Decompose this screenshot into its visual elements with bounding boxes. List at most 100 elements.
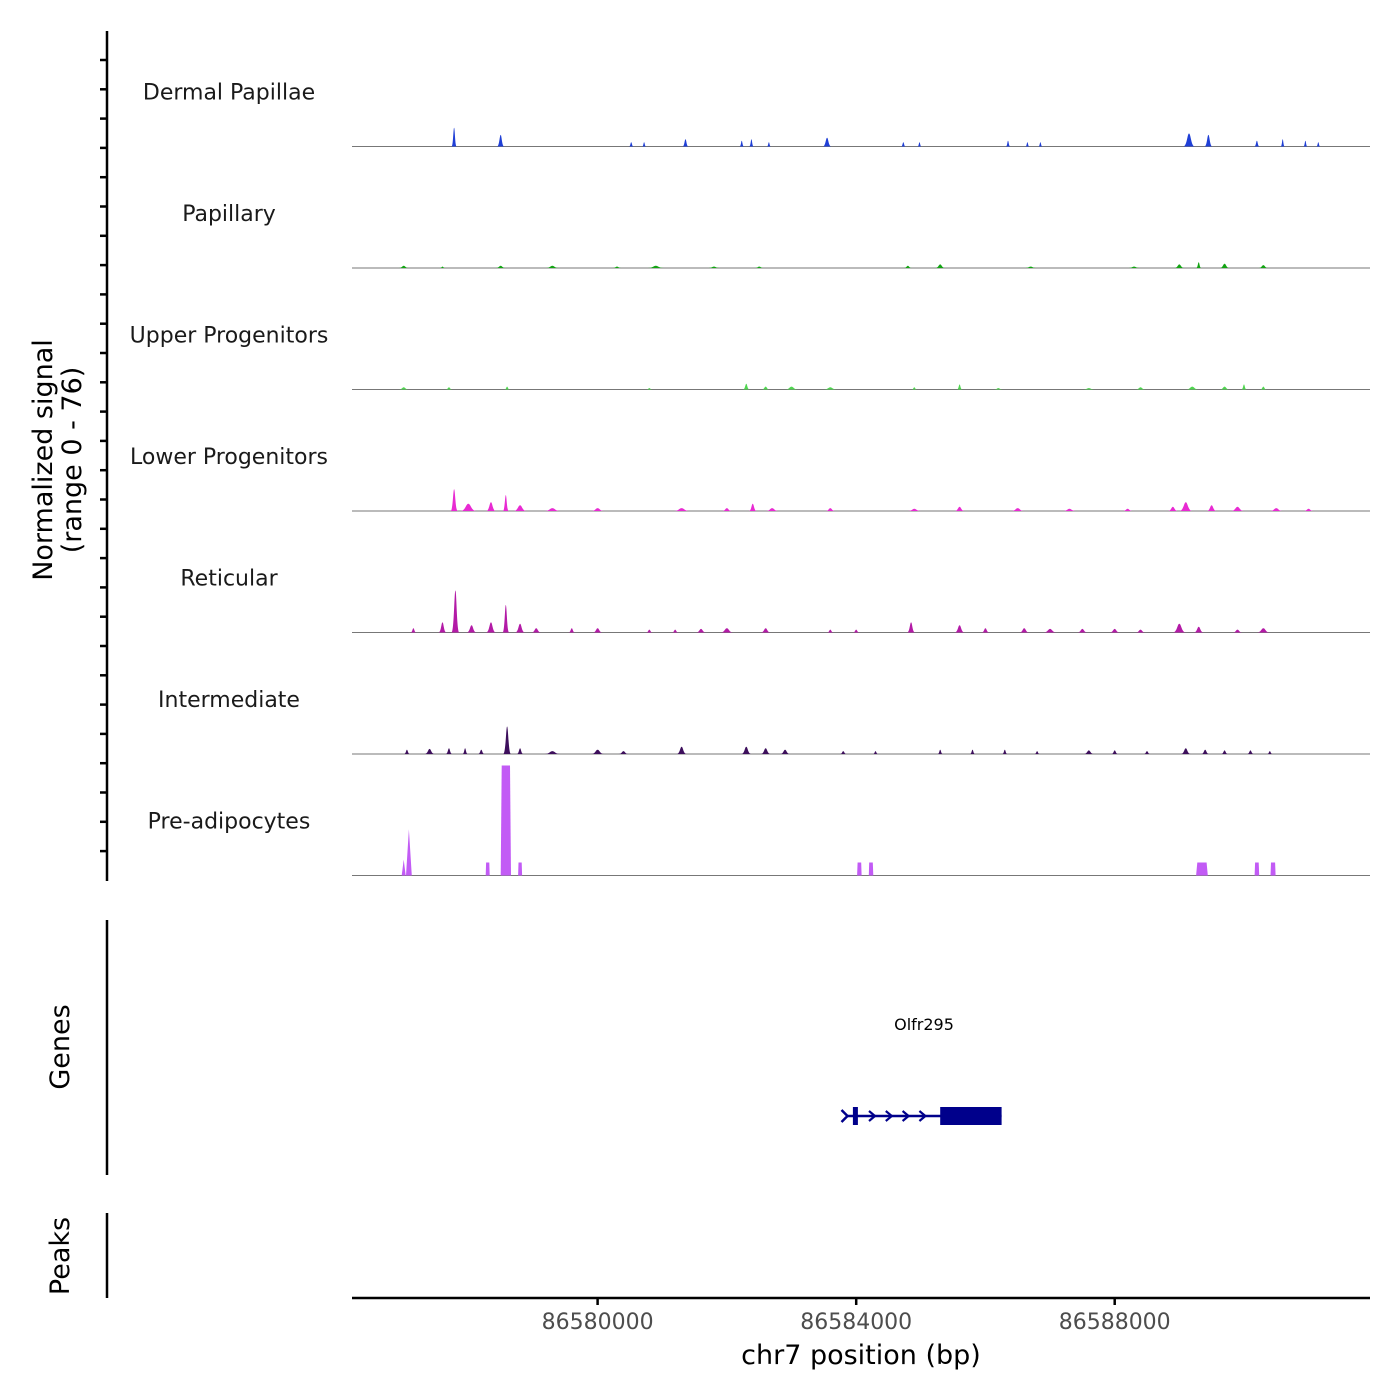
coverage-peak [720,628,734,633]
coverage-peak [911,387,917,390]
coverage-peak [754,266,764,268]
coverage-peak [1270,862,1276,876]
track-dermal-papillae: Dermal Papillae [143,81,1370,147]
coverage-peak [1204,134,1213,147]
coverage-peak [1303,508,1314,511]
coverage-peak [760,628,771,633]
coverage-peak [485,862,490,876]
coverage-peak [398,387,409,390]
coverage-peak [497,134,505,147]
coverage-peak [1260,386,1267,390]
gene-coding-exon [940,1107,1002,1125]
coverage-peak [822,137,832,147]
coverage-peak [1084,750,1094,754]
x-axis-tick-label: 86580000 [542,1310,654,1335]
coverage-peak [515,623,525,633]
coverage-peak [1034,751,1040,754]
coverage-peak [1254,140,1260,147]
coverage-peak [1196,262,1202,268]
gene-exon [852,1107,858,1125]
coverage-panel: Normalized signal (range 0 - 76) Dermal … [28,31,1370,881]
track-label: Reticular [180,567,278,592]
coverage-peak [439,266,446,268]
strand-arrow-icon [868,1110,877,1122]
coverage-peak [760,748,771,754]
coverage-peak [1196,862,1208,876]
coverage-peak [451,590,460,633]
coverage-peak [544,508,561,511]
coverage-peak [592,628,603,633]
coverage-peak [647,265,664,268]
coverage-peak [823,387,837,390]
coverage-peak [646,388,653,390]
coverage-peak [618,751,629,754]
coverage-peak [612,266,622,268]
coverage-peak [1280,139,1285,147]
coverage-peak [545,265,559,268]
track-label: Pre-adipocytes [148,810,311,835]
coverage-peak [1232,629,1243,633]
track-label: Papillary [182,202,276,227]
coverage-peak [765,508,779,511]
x-axis: 86580000 86584000 86588000 chr7 position (… [352,1296,1370,1371]
coverage-peak [739,140,744,147]
coverage-peak [935,264,945,268]
track-papillary: Papillary [182,202,1370,269]
coverage-peak [1219,386,1230,390]
track-label: Intermediate [158,688,300,713]
coverage-peak [825,508,836,511]
coverage-peak [901,142,906,147]
coverage-y-axis-ticks [100,58,107,853]
coverage-peak [1256,628,1270,633]
coverage-peak [917,142,922,147]
coverage-peak [743,383,750,390]
coverage-peak [1011,508,1025,511]
track-label: Dermal Papillae [143,81,315,106]
coverage-peak [671,629,679,633]
coverage-peak [486,622,496,633]
coverage-peak [1254,862,1260,876]
track-intermediate: Intermediate [158,688,1370,755]
coverage-peak [707,266,721,268]
genes-panel-title: Genes [45,1004,76,1089]
peaks-panel: Peaks [45,1213,109,1298]
coverage-peak [1247,750,1254,754]
coverage-peak [1122,508,1133,511]
strand-arrow-icon [840,1109,850,1123]
peaks-panel-title: Peaks [45,1217,76,1295]
coverage-peak [451,127,457,147]
gene-models: Olfr295 [840,1015,1002,1125]
coverage-peak [1002,749,1008,754]
coverage-peak [500,765,511,876]
y-axis-range-label: (range 0 - 76) [57,367,88,554]
coverage-peak [673,508,690,511]
coverage-peak [1111,750,1118,754]
coverage-peak [1219,263,1230,268]
coverage-peak [544,751,561,754]
coverage-peak [1267,751,1273,754]
coverage-peak [568,628,575,633]
coverage-peak [907,622,915,633]
coverage-peak [1258,265,1269,268]
coverage-peak [1206,505,1217,511]
coverage-peak [460,503,477,511]
coverage-peak [1109,628,1120,633]
coverage-peak [954,506,965,511]
coverage-peak [766,142,771,147]
track-label: Lower Progenitors [130,445,328,470]
coverage-peak [1201,749,1210,754]
coverage-peak [696,628,706,633]
coverage-peak [761,386,770,390]
coverage-peak [1316,142,1321,147]
coverage-peak [1174,264,1185,268]
x-axis-tick-label: 86584000 [800,1310,912,1335]
y-axis-title: Normalized signal [28,339,59,581]
track-upper-progenitors: Upper Progenitors [130,324,1370,390]
genes-panel: Genes Olfr295 [45,920,1002,1175]
coverage-peak [780,749,790,754]
coverage-peak [518,862,523,876]
coverage-tracks: Dermal Papillae Papillary Upper Progenitor… [130,81,1370,876]
coverage-peak [937,749,943,754]
coverage-peak [749,139,754,147]
